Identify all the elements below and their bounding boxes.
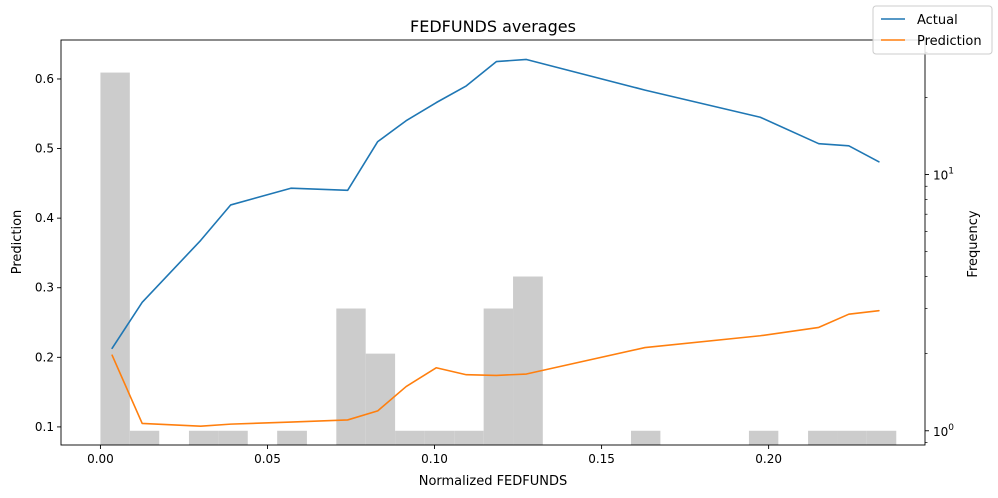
y-tick-label-2: 0.3 — [35, 281, 54, 295]
histogram-bar-14 — [808, 430, 838, 445]
histogram-bar-11 — [513, 276, 543, 445]
legend-label-prediction: Prediction — [917, 34, 982, 49]
histogram-bar-5 — [336, 308, 366, 445]
x-tick-label-0: 0.00 — [87, 452, 114, 466]
histogram-bar-1 — [129, 430, 160, 445]
histogram-bar-0 — [100, 72, 130, 445]
x-tick-label-2: 0.10 — [421, 452, 448, 466]
histogram-bar-7 — [395, 430, 425, 445]
series-line-actual — [111, 58, 880, 350]
y-tick-label-5: 0.6 — [35, 72, 54, 86]
histogram-bar-16 — [866, 430, 897, 445]
series-line-prediction — [111, 309, 880, 428]
x-axis-label: Normalized FEDFUNDS — [419, 474, 568, 489]
histogram-bar-9 — [454, 430, 484, 445]
y-tick-label-4: 0.5 — [35, 142, 54, 156]
x-axis-ticks: 0.00 0.05 0.10 0.15 0.20 — [87, 445, 782, 466]
chart-title: FEDFUNDS averages — [410, 17, 576, 36]
histogram-bar-3 — [218, 430, 248, 445]
x-tick-label-3: 0.15 — [588, 452, 615, 466]
histogram-bar-12 — [630, 430, 661, 445]
histogram-bar-13 — [748, 430, 779, 445]
histogram-bar-8 — [424, 430, 455, 445]
y2-axis-ticks: 100 101 — [925, 51, 954, 443]
legend-box — [872, 5, 993, 55]
legend: Actual Prediction — [872, 5, 993, 55]
y2-tick-label-0: 100 — [933, 423, 954, 439]
series-lines — [111, 58, 880, 428]
y2-tick-label-1: 101 — [933, 167, 954, 183]
x-tick-label-4: 0.20 — [755, 452, 782, 466]
x-tick-label-1: 0.05 — [254, 452, 281, 466]
histogram-bar-4 — [277, 430, 307, 445]
histogram-bar-15 — [837, 430, 867, 445]
y-tick-label-1: 0.2 — [35, 350, 54, 364]
histogram-bar-10 — [483, 308, 514, 445]
y2-axis-label: Frequency — [966, 210, 981, 277]
y-axis-label: Prediction — [10, 210, 25, 275]
plot-frame — [60, 39, 926, 446]
y-axis-ticks: 0.1 0.2 0.3 0.4 0.5 0.6 — [35, 72, 61, 434]
y-tick-label-3: 0.4 — [35, 211, 54, 225]
y-tick-label-0: 0.1 — [35, 420, 54, 434]
histogram — [100, 72, 897, 445]
legend-label-actual: Actual — [917, 13, 958, 28]
histogram-bar-2 — [188, 430, 219, 445]
